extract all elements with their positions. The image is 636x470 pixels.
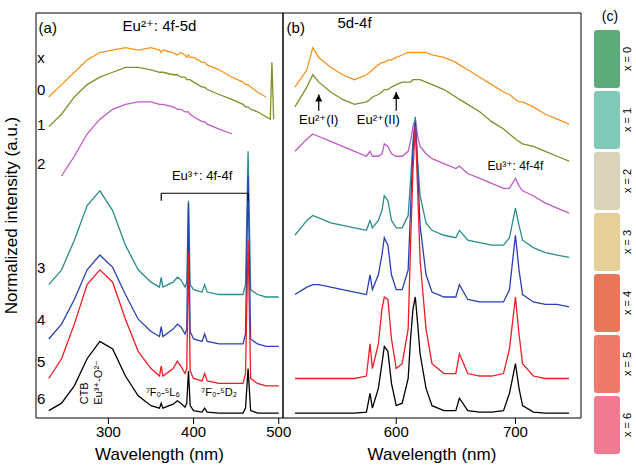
svg-text:5: 5 [37,353,45,370]
svg-text:x = 3: x = 3 [621,230,633,254]
svg-text:Eu²⁺: 4f-5d: Eu²⁺: 4f-5d [123,17,197,34]
svg-text:x = 4: x = 4 [621,291,633,315]
svg-text:x = 6: x = 6 [621,413,633,437]
svg-text:Wavelength (nm): Wavelength (nm) [368,445,497,464]
svg-text:1: 1 [37,116,45,133]
svg-text:Wavelength (nm): Wavelength (nm) [95,445,224,464]
svg-text:⁷F₀-⁵D₂: ⁷F₀-⁵D₂ [201,386,237,398]
svg-text:300: 300 [96,423,121,440]
svg-text:Eu³⁺: 4f-4f: Eu³⁺: 4f-4f [172,168,233,183]
svg-text:700: 700 [503,423,528,440]
svg-text:Eu³⁺-O²⁻: Eu³⁺-O²⁻ [92,360,104,405]
svg-text:5d-4f: 5d-4f [337,14,372,31]
svg-text:x = 2: x = 2 [621,169,633,193]
svg-text:x: x [37,49,45,66]
svg-text:4: 4 [37,311,45,328]
svg-text:500: 500 [266,423,291,440]
svg-text:0: 0 [37,81,45,98]
svg-text:x = 0: x = 0 [621,47,633,71]
svg-text:2: 2 [37,155,45,172]
svg-text:x = 5: x = 5 [621,352,633,376]
svg-text:Normalized intensity (a.u.): Normalized intensity (a.u.) [2,117,21,314]
svg-text:(c): (c) [602,8,618,24]
svg-text:(a): (a) [39,19,57,36]
svg-text:x = 1: x = 1 [621,108,633,132]
svg-text:CTB: CTB [78,382,90,404]
svg-text:600: 600 [384,423,409,440]
svg-text:6: 6 [37,390,45,407]
svg-text:3: 3 [37,259,45,276]
svg-text:Eu²⁺(I): Eu²⁺(I) [299,112,338,127]
svg-text:400: 400 [181,423,206,440]
svg-text:Eu³⁺: 4f-4f: Eu³⁺: 4f-4f [488,159,544,173]
svg-text:⁷F₀-⁵L₆: ⁷F₀-⁵L₆ [146,386,180,398]
svg-text:(b): (b) [287,19,305,36]
svg-text:Eu²⁺(II): Eu²⁺(II) [357,112,400,127]
